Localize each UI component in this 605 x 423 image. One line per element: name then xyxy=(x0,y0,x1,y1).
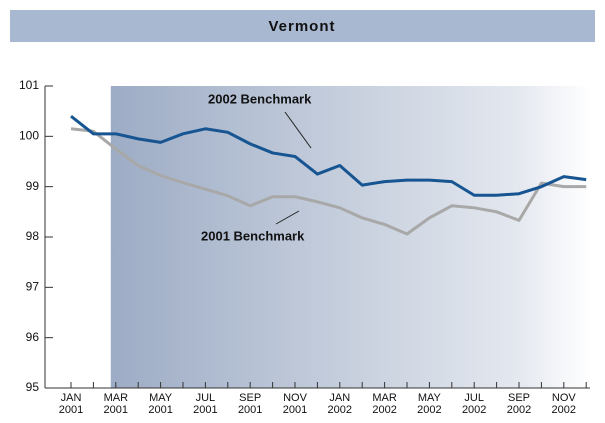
leader-line xyxy=(284,111,312,149)
shaded-region xyxy=(110,86,591,388)
series-line xyxy=(70,115,587,197)
annotation: 2002 Benchmark xyxy=(208,91,312,106)
x-tick-label: SEP 2002 xyxy=(506,392,532,416)
y-tick-label: 97 xyxy=(26,280,40,294)
x-tick-label: SEP 2001 xyxy=(237,392,263,416)
y-tick-label: 95 xyxy=(26,380,40,394)
x-tick-label: NOV 2001 xyxy=(282,392,308,416)
series-line xyxy=(70,127,587,236)
y-tick-label: 101 xyxy=(19,78,39,92)
x-tick-label: JAN 2001 xyxy=(58,392,84,416)
annotation: 2001 Benchmark xyxy=(201,228,305,243)
leader-line xyxy=(275,210,300,225)
chart-title: Vermont xyxy=(268,18,335,35)
x-tick-label: JUL 2001 xyxy=(193,392,218,416)
y-tick-label: 98 xyxy=(26,229,40,243)
x-tick-label: MAR 2001 xyxy=(103,392,129,416)
x-tick-label: NOV 2002 xyxy=(551,392,577,416)
x-tick-label: MAY 2002 xyxy=(417,392,442,416)
x-tick-label: MAR 2002 xyxy=(372,392,397,416)
y-tick-label: 96 xyxy=(26,330,40,344)
x-tick-label: JUL 2002 xyxy=(461,392,487,416)
title-bar xyxy=(10,10,595,42)
y-tick-label: 99 xyxy=(26,179,40,193)
x-tick-label: MAY 2001 xyxy=(148,392,173,416)
y-tick-label: 100 xyxy=(19,129,39,143)
x-tick-label: JAN 2002 xyxy=(327,392,353,416)
